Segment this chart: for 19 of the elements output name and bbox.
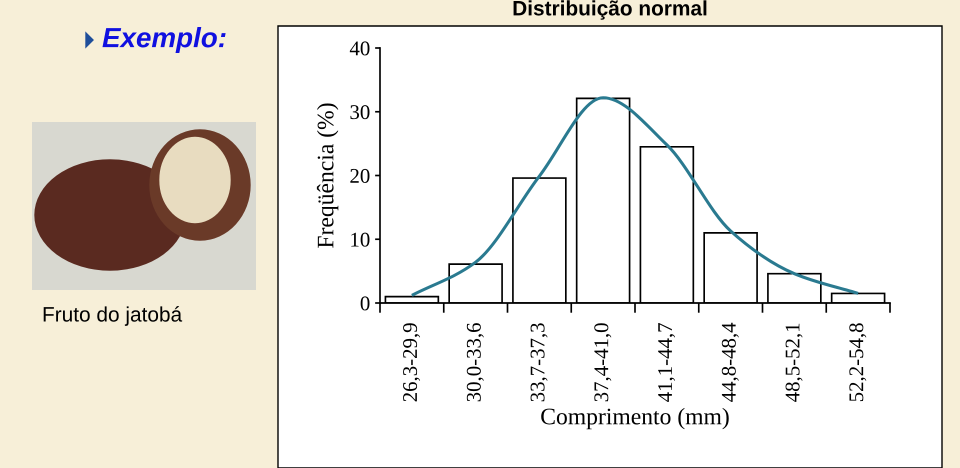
x-axis-title: Comprimento (mm) — [541, 408, 729, 430]
y-tick-label: 40 — [350, 41, 370, 56]
line-series — [410, 96, 860, 297]
x-tick-label: 33,7-37,3 — [530, 323, 548, 402]
y-tick-label: 30 — [350, 105, 370, 120]
x-tick-label: 44,8-48,4 — [722, 322, 739, 402]
x-tick-label: 48,5-52,1 — [786, 324, 803, 402]
chart-title: Distribuição normal — [514, 0, 706, 20]
text: Fruto do jatobá — [44, 306, 182, 326]
y-tick-label: 0 — [360, 296, 370, 310]
y-axis-title: Freqüência (%) — [316, 103, 338, 248]
y-tick-label: 10 — [351, 232, 370, 247]
text: Exemplo: — [102, 27, 226, 53]
x-tick-label: 52,2-54,8 — [849, 323, 866, 402]
x-tick-label: 37,4-41,0 — [594, 323, 612, 402]
x-tick-label: 30,0-33,6 — [466, 323, 484, 402]
x-tick-label: 26,3-29,9 — [403, 323, 420, 402]
x-tick-label: 41,1-44,7 — [658, 323, 676, 402]
y-tick-label: 20 — [350, 168, 370, 183]
